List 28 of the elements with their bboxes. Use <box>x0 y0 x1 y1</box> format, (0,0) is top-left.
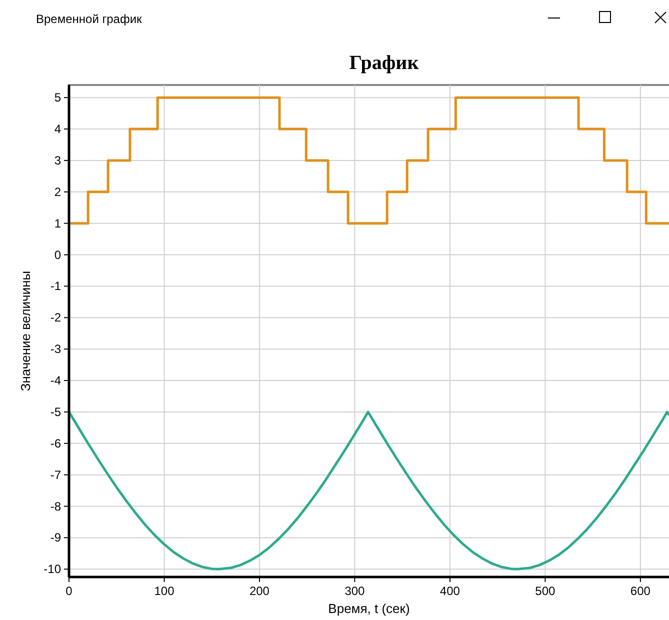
y-tick-label: 4 <box>54 122 62 136</box>
text: Временной график <box>36 12 143 26</box>
x-tick-label: 600 <box>630 584 651 598</box>
y-tick-label: -9 <box>50 530 62 545</box>
y-tick-label: -10 <box>44 562 62 576</box>
x-tick-label: 0 <box>66 584 73 598</box>
x-tick-label: 500 <box>535 584 556 598</box>
y-tick-label: -7 <box>50 468 62 482</box>
y-tick-label: -5 <box>50 404 62 419</box>
y-tick-label: 3 <box>54 153 62 168</box>
y-axis-title: Значение величины <box>18 270 33 392</box>
line-series <box>69 410 669 570</box>
y-tick-label: 5 <box>54 90 62 105</box>
x-axis-title: Время, t (сек) <box>328 601 410 616</box>
y-tick-label: -4 <box>50 374 62 388</box>
y-tick-label: 1 <box>54 216 62 230</box>
y-tick-label: -3 <box>50 342 62 356</box>
x-tick-label: 200 <box>249 584 270 598</box>
x-tick-label: 100 <box>154 584 175 598</box>
chart-title: График <box>349 52 420 74</box>
y-tick-label: 0 <box>54 248 62 262</box>
y-tick-label: -8 <box>50 499 62 514</box>
y-tick-label: -6 <box>50 436 62 450</box>
y-tick-label: -2 <box>50 310 62 325</box>
y-tick-label: -1 <box>50 279 62 294</box>
x-tick-label: 400 <box>440 584 460 598</box>
x-tick-label: 300 <box>344 584 366 598</box>
y-tick-label: 2 <box>54 184 62 199</box>
